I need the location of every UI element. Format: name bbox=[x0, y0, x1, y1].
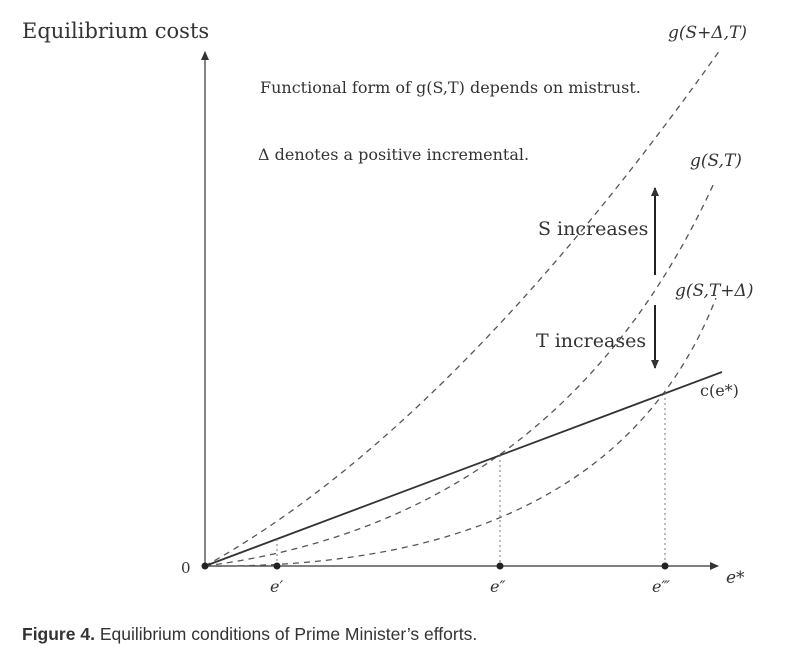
tick-dot-e-double-prime bbox=[496, 562, 504, 570]
tick-label-e-double-prime: e″ bbox=[490, 577, 505, 596]
figure-caption: Figure 4. Equilibrium conditions of Prim… bbox=[22, 624, 782, 645]
curve-g-s-plus-delta-t bbox=[204, 49, 721, 567]
curve-label-g-s-t: g(S,T) bbox=[690, 151, 742, 171]
tick-dot-e-triple-prime bbox=[661, 562, 669, 570]
caption-text: Equilibrium conditions of Prime Minister… bbox=[99, 624, 478, 644]
x-axis-label: e* bbox=[726, 568, 745, 588]
curve-label-g-s-t-plus-delta: g(S,T+Δ) bbox=[675, 281, 753, 301]
t-increases-label: T increases bbox=[536, 330, 646, 352]
s-increases-label: S increases bbox=[538, 218, 648, 240]
curve-g-s-t bbox=[204, 182, 715, 567]
tick-dot-e-prime bbox=[273, 562, 281, 570]
origin-dot bbox=[201, 562, 209, 570]
cost-line-c-e bbox=[204, 371, 723, 567]
y-axis-label: Equilibrium costs bbox=[22, 19, 209, 43]
tick-label-e-triple-prime: e‴ bbox=[652, 577, 670, 596]
curve-label-g-s-plus-delta-t: g(S+Δ,T) bbox=[668, 23, 747, 43]
note-mistrust: Functional form of g(S,T) depends on mis… bbox=[260, 78, 641, 97]
note-delta: Δ denotes a positive incremental. bbox=[258, 145, 529, 164]
curve-label-c-e: c(e*) bbox=[700, 381, 739, 400]
figure-number: Figure 4. bbox=[22, 624, 95, 644]
origin-label: 0 bbox=[181, 559, 191, 577]
tick-label-e-prime: e′ bbox=[270, 577, 283, 596]
